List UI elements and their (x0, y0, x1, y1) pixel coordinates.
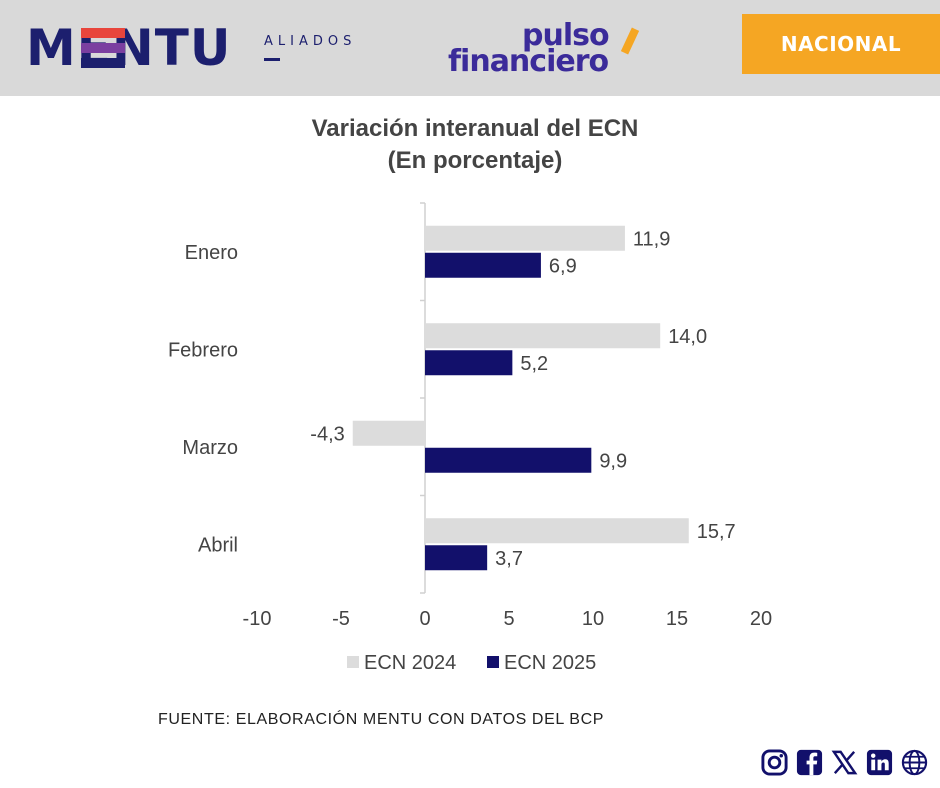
x-tick-label: 10 (582, 608, 604, 630)
mentu-aliados-label: ALIADOS (264, 34, 357, 49)
pulso-financiero-logo: pulso financiero (448, 18, 658, 82)
legend-label: ECN 2024 (364, 652, 456, 674)
legend-swatch-ecn-2024 (347, 656, 359, 668)
social-icons (760, 748, 929, 778)
data-label: 6,9 (549, 255, 577, 277)
chart-subtitle: (En porcentaje) (387, 147, 563, 174)
x-tick-label: -10 (243, 608, 272, 630)
legend-swatch-ecn-2025 (487, 656, 499, 668)
x-tick-label: 15 (666, 608, 688, 630)
x-tick-label: 20 (750, 608, 772, 630)
bar-chart: Enero 11,9 6,9 Febrero 14,0 5,2 Marzo -4,3 9,9 Ab… (168, 202, 772, 674)
x-icon[interactable] (830, 748, 859, 777)
data-label: 9,9 (599, 450, 627, 472)
bar-ecn-2025 (425, 350, 513, 376)
data-label: 14,0 (668, 326, 707, 348)
chart-title: Variación interanual del ECN (311, 115, 639, 142)
chart-title-block: Variación interanual del ECN (En porcent… (250, 113, 700, 177)
category-label: Febrero (168, 339, 238, 361)
category-label: Marzo (182, 437, 238, 459)
category-label: Enero (185, 242, 238, 264)
data-label: 5,2 (520, 353, 548, 375)
x-tick-label: 0 (419, 608, 430, 630)
bar-ecn-2025 (425, 252, 541, 278)
header-bar: MENTU ALIADOS pulso financiero NACIONAL (0, 0, 940, 96)
data-label: 15,7 (697, 521, 736, 543)
bar-ecn-2024 (425, 323, 661, 349)
data-label: 3,7 (495, 548, 523, 570)
bar-ecn-2025 (425, 447, 592, 473)
section-badge: NACIONAL (742, 14, 940, 74)
bar-ecn-2025 (425, 545, 488, 571)
financiero-word: financiero (448, 44, 609, 79)
category-label: Abril (198, 534, 238, 556)
bar-ecn-2024 (425, 518, 689, 544)
bar-ecn-2024 (425, 225, 625, 251)
linkedin-icon[interactable] (865, 748, 894, 777)
bar-ecn-2024 (352, 420, 425, 446)
facebook-icon[interactable] (795, 748, 824, 777)
mentu-wordmark: MENTU (26, 19, 232, 77)
data-label: -4,3 (310, 423, 344, 445)
x-tick-label: 5 (503, 608, 514, 630)
pulso-word: pulso (522, 18, 610, 53)
x-tick-label: -5 (332, 608, 350, 630)
mentu-dash (264, 58, 280, 61)
globe-icon[interactable] (900, 748, 929, 777)
data-label: 11,9 (633, 228, 670, 250)
instagram-icon[interactable] (760, 748, 789, 777)
source-note: FUENTE: ELABORACIÓN MENTU CON DATOS DEL … (158, 711, 605, 728)
legend-label: ECN 2025 (504, 652, 596, 674)
mentu-e-decoration (81, 28, 131, 68)
